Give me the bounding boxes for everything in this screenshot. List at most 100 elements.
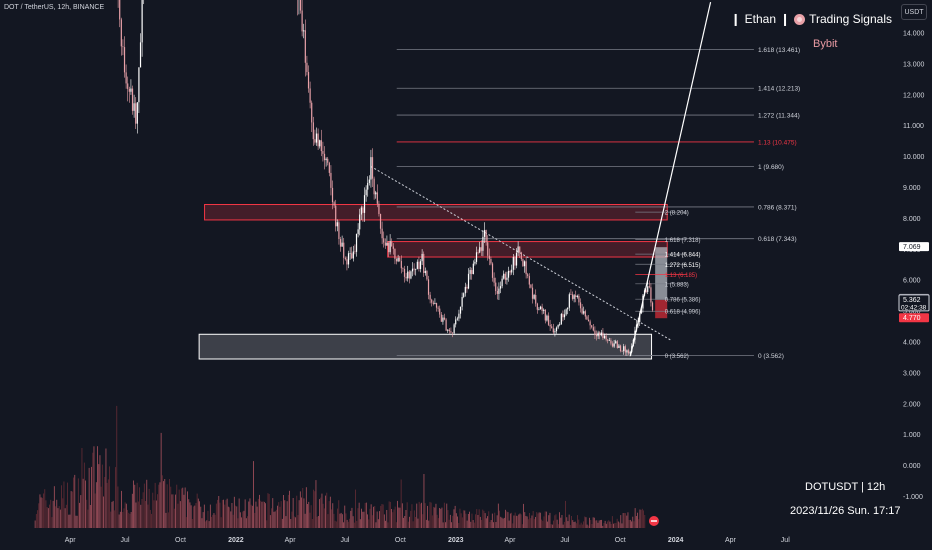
volume-bar bbox=[579, 524, 581, 528]
volume-bar bbox=[539, 512, 541, 528]
volume-bar bbox=[373, 506, 374, 528]
volume-bar bbox=[538, 512, 540, 528]
candle-body bbox=[391, 241, 393, 247]
volume-bar bbox=[53, 486, 55, 528]
candle-body bbox=[447, 329, 449, 331]
volume-bar bbox=[70, 491, 72, 528]
volume-bar bbox=[111, 501, 113, 528]
candle-body bbox=[371, 157, 374, 179]
volume-bar bbox=[634, 508, 636, 528]
volume-bar bbox=[87, 509, 89, 528]
volume-bar bbox=[605, 523, 607, 528]
volume-bar bbox=[554, 515, 556, 528]
candle-body bbox=[133, 103, 135, 111]
volume-bar bbox=[520, 514, 522, 528]
candle-body bbox=[514, 257, 516, 266]
price-axis-tick: 2.000 bbox=[903, 401, 921, 408]
volume-bar bbox=[157, 494, 158, 528]
volume-bar bbox=[524, 512, 526, 528]
candle-body bbox=[331, 187, 334, 203]
volume-bar bbox=[592, 517, 594, 528]
candle-body bbox=[469, 270, 471, 274]
candle-body bbox=[591, 325, 593, 328]
candle-body bbox=[471, 270, 473, 275]
volume-bar bbox=[165, 512, 167, 528]
volume-bar bbox=[543, 516, 545, 528]
volume-bar bbox=[267, 493, 269, 528]
fib-level-label: 0 (3.562) bbox=[758, 353, 784, 360]
volume-bar bbox=[574, 521, 576, 528]
volume-bar bbox=[463, 510, 464, 528]
candle-body bbox=[578, 295, 580, 303]
volume-bar bbox=[304, 513, 306, 528]
volume-bar bbox=[251, 505, 253, 528]
volume-bar bbox=[400, 479, 402, 528]
fib-level-label: 1.272 (11.344) bbox=[758, 113, 800, 120]
time-axis-tick: Jul bbox=[340, 537, 349, 544]
currency-unit-button[interactable]: USDT bbox=[901, 4, 927, 20]
volume-bar bbox=[269, 515, 271, 528]
volume-bar bbox=[621, 523, 623, 528]
candle-body bbox=[477, 252, 479, 253]
volume-bar bbox=[178, 489, 180, 528]
candle-body bbox=[640, 308, 642, 314]
volume-bar bbox=[85, 480, 86, 528]
candle-body bbox=[543, 309, 545, 311]
candle-body bbox=[365, 189, 367, 196]
candle-body bbox=[623, 346, 625, 352]
volume-bar bbox=[113, 510, 115, 528]
volume-bar bbox=[472, 520, 474, 528]
volume-bar bbox=[302, 488, 304, 528]
volume-bar bbox=[232, 514, 234, 528]
volume-bar bbox=[385, 520, 386, 528]
fib-level-label-small: 0.786 (5.386) bbox=[665, 298, 701, 304]
volume-bar bbox=[261, 501, 263, 528]
volume-bar bbox=[308, 501, 310, 528]
volume-bar bbox=[311, 519, 313, 528]
price-axis-tick: 13.000 bbox=[903, 61, 925, 68]
volume-bar bbox=[632, 516, 634, 528]
volume-bar bbox=[639, 509, 641, 528]
volume-bar bbox=[231, 503, 233, 528]
volume-bar bbox=[423, 474, 425, 528]
fib-level-label-small: 1 (5.883) bbox=[665, 282, 689, 288]
volume-bar bbox=[339, 513, 341, 528]
candle-body bbox=[387, 243, 390, 253]
volume-bar bbox=[226, 498, 228, 528]
price-axis-tick: 10.000 bbox=[903, 154, 925, 161]
volume-bar bbox=[589, 517, 590, 528]
volume-bar bbox=[434, 507, 436, 528]
candle-body bbox=[592, 327, 594, 331]
volume-bar bbox=[56, 499, 58, 528]
volume-bar bbox=[371, 515, 373, 528]
volume-bar bbox=[521, 524, 523, 528]
candle-body bbox=[624, 346, 626, 353]
volume-bar bbox=[214, 514, 216, 528]
volume-bar bbox=[287, 494, 289, 528]
volume-bar bbox=[230, 511, 232, 528]
volume-bar bbox=[259, 494, 260, 528]
candle-body bbox=[431, 299, 433, 303]
volume-bar bbox=[218, 496, 220, 528]
candle-body bbox=[434, 303, 436, 304]
volume-bar bbox=[421, 502, 422, 528]
volume-bar bbox=[484, 513, 486, 528]
volume-bar bbox=[219, 502, 221, 528]
candle-body bbox=[394, 248, 396, 259]
price-axis-tick: 14.000 bbox=[903, 31, 925, 38]
volume-bar bbox=[65, 504, 67, 528]
volume-bar bbox=[440, 508, 442, 528]
time-axis-tick: Jul bbox=[121, 537, 130, 544]
volume-bar bbox=[597, 522, 599, 528]
volume-bar bbox=[338, 500, 340, 528]
volume-bar bbox=[314, 491, 316, 528]
volume-bar bbox=[482, 509, 484, 528]
candle-body bbox=[651, 302, 654, 311]
volume-bar bbox=[107, 479, 109, 528]
fib-level-label-small: 1.414 (6.844) bbox=[665, 253, 701, 259]
time-axis-tick: Jul bbox=[781, 537, 790, 544]
volume-bar bbox=[505, 509, 506, 528]
candle-body bbox=[547, 315, 550, 325]
volume-bar bbox=[43, 493, 44, 528]
